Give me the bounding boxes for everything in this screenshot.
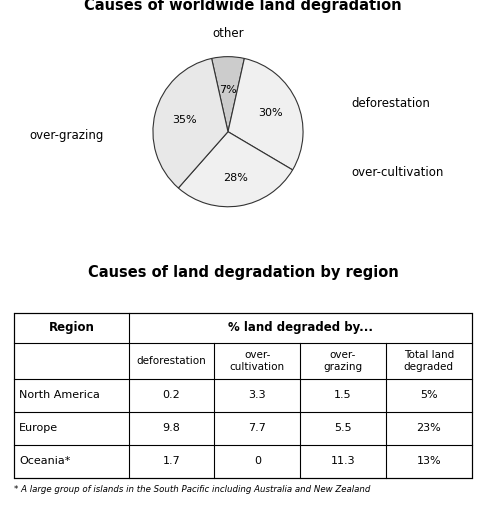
Text: * A large group of islands in the South Pacific including Australia and New Zeal: * A large group of islands in the South … [15, 485, 371, 494]
Title: Causes of worldwide land degradation: Causes of worldwide land degradation [84, 0, 402, 13]
Text: Causes of land degradation by region: Causes of land degradation by region [87, 265, 399, 280]
Text: over-
cultivation: over- cultivation [230, 350, 285, 372]
Text: North America: North America [19, 390, 100, 400]
Text: 7%: 7% [219, 86, 237, 95]
Text: deforestation: deforestation [137, 356, 207, 366]
Text: over-
grazing: over- grazing [324, 350, 363, 372]
Text: over-grazing: over-grazing [30, 129, 104, 142]
Wedge shape [211, 57, 244, 132]
Text: Total land
degraded: Total land degraded [404, 350, 454, 372]
Text: 1.5: 1.5 [334, 390, 352, 400]
Text: 11.3: 11.3 [330, 456, 355, 466]
Text: 30%: 30% [259, 108, 283, 118]
Text: 9.8: 9.8 [163, 423, 180, 433]
Text: 23%: 23% [417, 423, 441, 433]
Text: 28%: 28% [223, 173, 248, 183]
Text: 5.5: 5.5 [334, 423, 352, 433]
Text: 5%: 5% [420, 390, 437, 400]
Text: 35%: 35% [172, 116, 197, 125]
Text: 7.7: 7.7 [248, 423, 266, 433]
Text: 13%: 13% [417, 456, 441, 466]
Text: Oceania*: Oceania* [19, 456, 70, 466]
Wedge shape [228, 58, 303, 170]
Wedge shape [153, 58, 228, 188]
Text: other: other [212, 27, 244, 40]
Text: 0.2: 0.2 [163, 390, 180, 400]
Text: 0: 0 [254, 456, 261, 466]
Text: Region: Region [49, 322, 94, 334]
Text: Europe: Europe [19, 423, 58, 433]
Text: 3.3: 3.3 [248, 390, 266, 400]
Text: deforestation: deforestation [352, 97, 431, 110]
Text: 1.7: 1.7 [163, 456, 180, 466]
Text: over-cultivation: over-cultivation [352, 166, 444, 180]
Wedge shape [178, 132, 293, 207]
Text: % land degraded by...: % land degraded by... [227, 322, 373, 334]
